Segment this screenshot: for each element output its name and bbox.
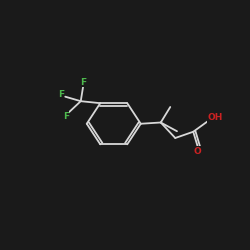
Text: F: F <box>58 90 64 99</box>
Text: F: F <box>63 112 69 121</box>
Text: O: O <box>194 146 202 156</box>
Text: OH: OH <box>207 113 222 122</box>
Text: F: F <box>80 78 86 87</box>
